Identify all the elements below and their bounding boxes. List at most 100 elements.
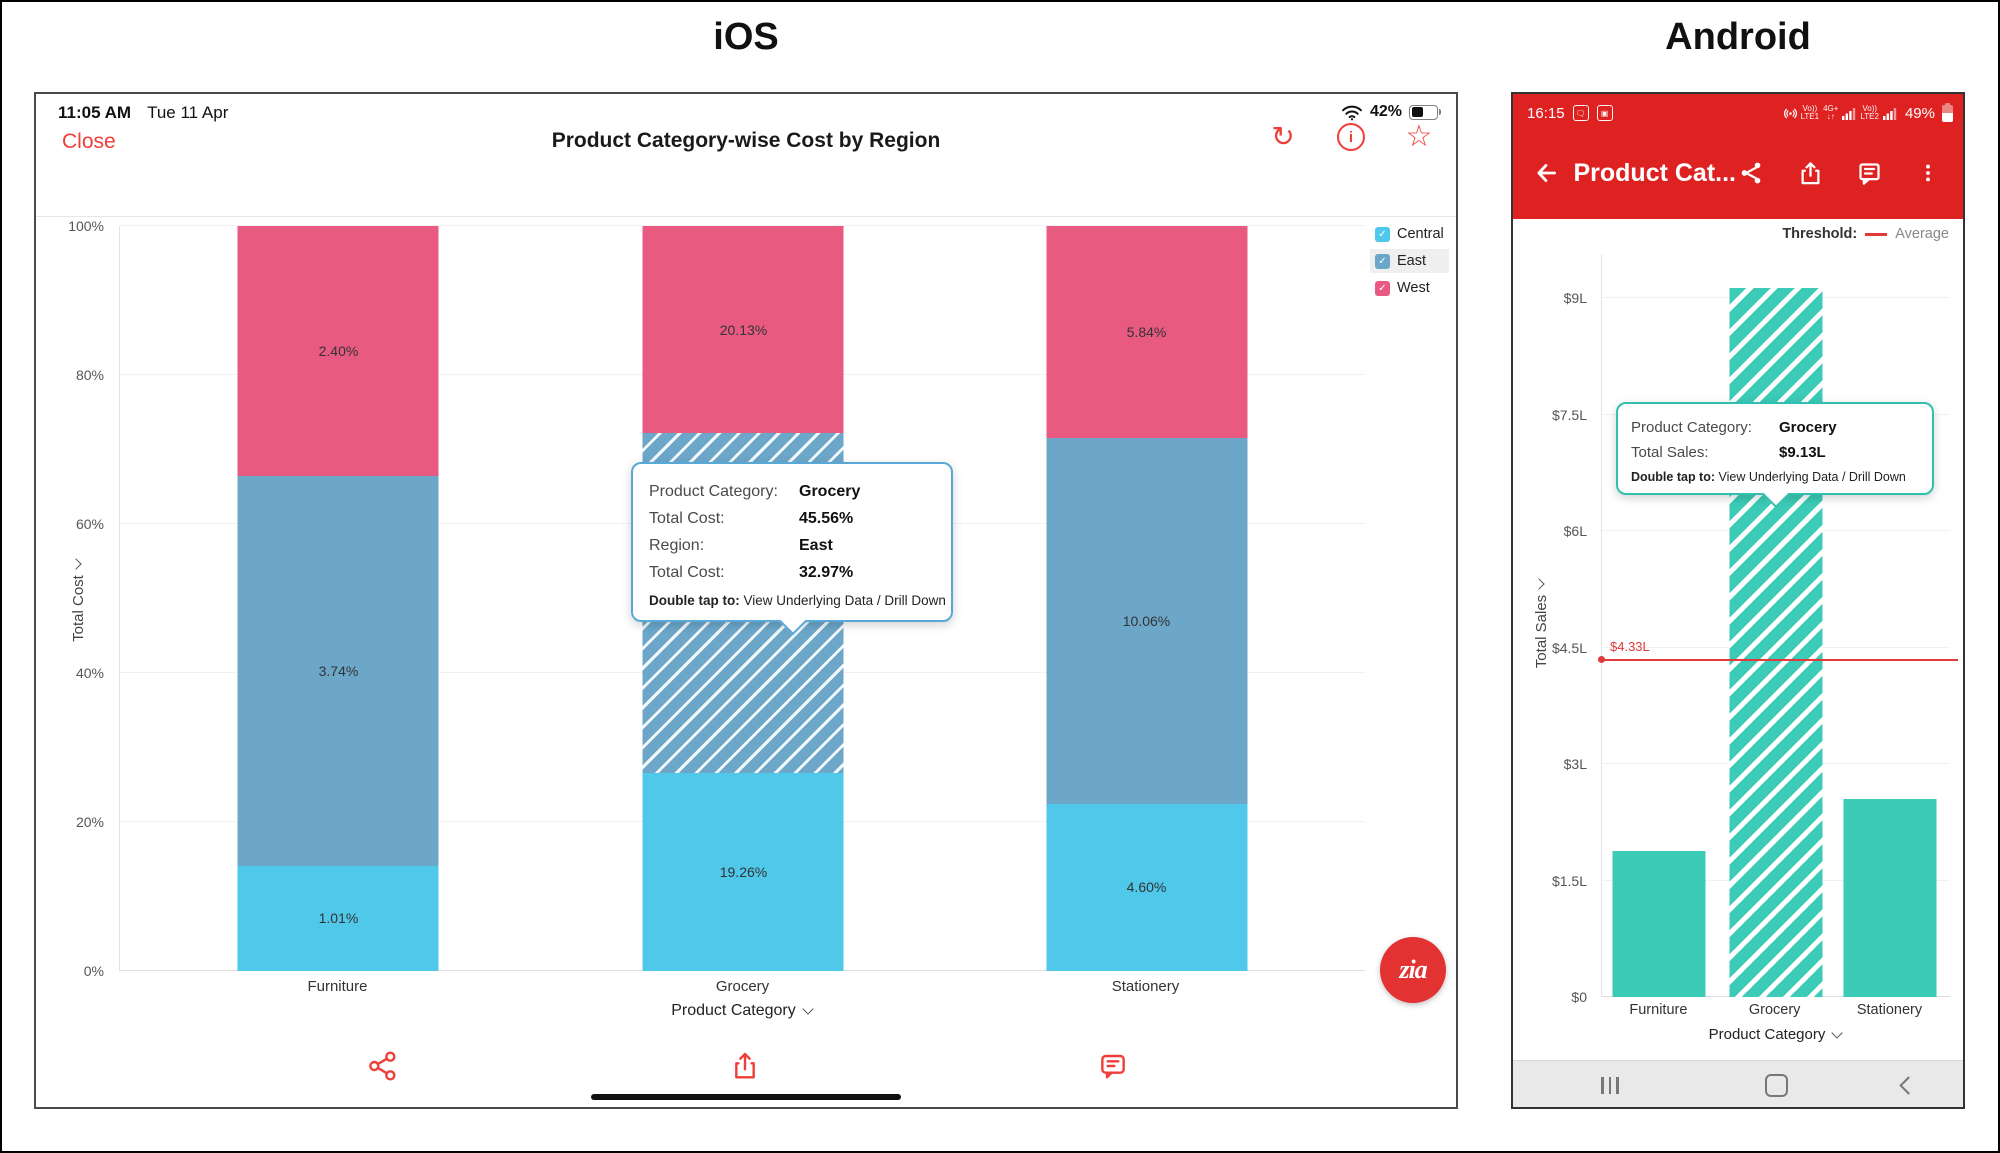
export-button[interactable]	[1795, 158, 1825, 188]
recents-icon	[1601, 1077, 1619, 1094]
bar-stationery[interactable]: 5.84% 10.06% 4.60%	[1046, 226, 1247, 971]
tooltip-label: Product Category:	[649, 483, 778, 500]
android-device-frame: 16:15 🗨 ▣ Vo)) LTE1 4G+ ↓↑	[1511, 92, 1965, 1109]
header-divider	[36, 216, 1456, 217]
info-icon: i	[1337, 123, 1365, 151]
tooltip-value: $9.13L	[1779, 444, 1826, 461]
zia-assistant-button[interactable]: zia	[1380, 937, 1446, 1003]
ios-xlabel-grocery: Grocery	[715, 978, 770, 995]
android-ytick-label: $3L	[1563, 756, 1587, 773]
share-button[interactable]	[367, 1050, 401, 1084]
ios-gridline	[120, 225, 1365, 226]
ios-xaxis-dropdown[interactable]: Product Category	[119, 1002, 1364, 1020]
tooltip-label: Region:	[649, 537, 705, 554]
android-section-heading: Android	[1665, 16, 1811, 58]
threshold-legend-label: Average	[1895, 226, 1949, 242]
legend-item-central[interactable]: ✓ Central	[1370, 222, 1449, 246]
ios-ytick-label: 0%	[83, 963, 104, 979]
android-xaxis-label: Product Category	[1708, 1026, 1826, 1043]
tooltip-value: East	[799, 537, 833, 554]
android-ytick-label: $1.5L	[1551, 872, 1587, 889]
tooltip-footer-label: Double tap to:	[1631, 470, 1716, 484]
ios-battery-percent: 42%	[1369, 103, 1402, 120]
ios-status-bar-right: 42%	[1341, 103, 1441, 121]
comment-button[interactable]	[1097, 1050, 1131, 1084]
back-chevron-icon	[1899, 1076, 1918, 1095]
android-navigation-bar	[1513, 1060, 1963, 1107]
android-appbar-actions	[1736, 158, 1943, 188]
back-nav-button[interactable]	[1876, 1061, 1936, 1107]
battery-icon	[1409, 104, 1441, 120]
home-indicator[interactable]	[591, 1094, 901, 1100]
segment-stationery-west[interactable]: 5.84%	[1046, 226, 1247, 439]
ios-ytick-label: 20%	[75, 814, 104, 830]
android-ytick-label: $0	[1571, 989, 1587, 1005]
ios-xlabels: Furniture Grocery Stationery	[119, 978, 1364, 998]
tooltip-row: Product Category: Grocery	[1631, 415, 1919, 440]
chart-legend: ✓ Central ✓ East ✓ West	[1370, 222, 1449, 300]
bar-grocery[interactable]	[1729, 288, 1823, 997]
chevron-down-icon	[802, 1003, 814, 1015]
star-icon: ☆	[1405, 120, 1433, 153]
segment-furniture-central[interactable]: 1.01%	[237, 865, 439, 971]
threshold-legend: Threshold: Average	[1782, 226, 1949, 242]
share-button[interactable]	[1736, 158, 1766, 188]
refresh-button[interactable]: ↻	[1268, 122, 1298, 152]
segment-stationery-central[interactable]: 4.60%	[1046, 803, 1247, 971]
checkbox-icon: ✓	[1375, 253, 1390, 269]
legend-item-east[interactable]: ✓ East	[1370, 249, 1449, 273]
android-xlabels: Furniture Grocery Stationery	[1601, 1002, 1949, 1022]
network-4g-indicator: 4G+ ↓↑	[1823, 103, 1839, 121]
legend-label: West	[1397, 280, 1430, 296]
back-button[interactable]	[1533, 158, 1561, 188]
kebab-menu-button[interactable]	[1913, 158, 1943, 188]
tooltip-label: Product Category:	[1631, 419, 1752, 436]
android-xlabel-furniture: Furniture	[1629, 1002, 1688, 1018]
tooltip-label: Total Sales:	[1631, 444, 1709, 461]
segment-furniture-east[interactable]: 3.74%	[237, 476, 439, 866]
segment-grocery-west[interactable]: 20.13%	[642, 226, 844, 434]
info-button[interactable]: i	[1336, 122, 1366, 152]
ios-ytick-label: 40%	[75, 665, 104, 681]
checkbox-icon: ✓	[1375, 280, 1390, 296]
bar-furniture[interactable]	[1612, 851, 1706, 997]
tooltip-value: Grocery	[799, 483, 861, 500]
segment-grocery-central[interactable]: 19.26%	[642, 772, 844, 971]
android-xlabel-grocery: Grocery	[1748, 1002, 1801, 1018]
android-ytick-label: $6L	[1563, 523, 1587, 540]
message-notification-icon: 🗨	[1572, 105, 1589, 121]
recents-button[interactable]	[1580, 1061, 1640, 1107]
android-battery-percent: 49%	[1904, 104, 1935, 122]
home-icon	[1764, 1074, 1788, 1097]
android-status-icons: Vo)) LTE1 4G+ ↓↑ Vo)) LTE2	[1783, 102, 1953, 122]
ios-device-frame: 11:05 AM Tue 11 Apr 42% Close Product Ca…	[34, 92, 1458, 1109]
android-chart-tooltip: Product Category: Grocery Total Sales: $…	[1616, 402, 1934, 509]
close-button[interactable]: Close	[62, 130, 116, 153]
segment-stationery-east[interactable]: 10.06%	[1046, 438, 1247, 804]
android-plot: $4.33L	[1598, 254, 1958, 997]
volte1-indicator: Vo)) LTE1	[1800, 103, 1820, 121]
android-ytick-label: $4.5L	[1551, 639, 1587, 656]
legend-item-west[interactable]: ✓ West	[1370, 276, 1449, 300]
segment-furniture-west[interactable]: 2.40%	[237, 226, 439, 477]
tooltip-footer-value: View Underlying Data / Drill Down	[743, 593, 946, 608]
segment-value-label: 1.01%	[318, 910, 359, 927]
segment-value-label: 5.84%	[1126, 324, 1167, 341]
tooltip-footer-value: View Underlying Data / Drill Down	[1718, 470, 1906, 484]
threshold-legend-title: Threshold:	[1782, 226, 1858, 242]
zia-logo: zia	[1399, 955, 1427, 984]
home-button[interactable]	[1746, 1061, 1806, 1107]
export-button[interactable]	[729, 1050, 763, 1084]
comment-button[interactable]	[1854, 158, 1884, 188]
segment-value-label: 19.26%	[719, 863, 768, 880]
bar-furniture[interactable]: 2.40% 3.74% 1.01%	[237, 226, 439, 971]
android-xaxis-dropdown[interactable]: Product Category	[1601, 1026, 1949, 1043]
ios-status-time: 11:05 AM	[58, 103, 132, 122]
android-app-header: 16:15 🗨 ▣ Vo)) LTE1 4G+ ↓↑	[1513, 94, 1963, 219]
favorite-button[interactable]: ☆	[1404, 122, 1434, 152]
ios-status-bar-left: 11:05 AM Tue 11 Apr	[58, 103, 228, 123]
report-title: Product Category-wise Cost by Region	[551, 129, 941, 152]
tooltip-row: Product Category: Grocery	[649, 478, 935, 505]
bar-stationery[interactable]	[1843, 799, 1937, 997]
